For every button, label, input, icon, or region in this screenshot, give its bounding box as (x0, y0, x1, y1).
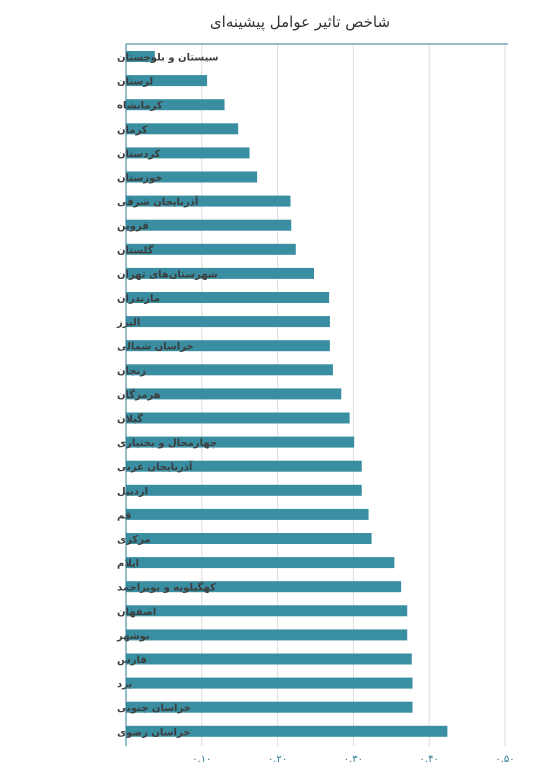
category-label: کردستان (117, 149, 161, 160)
category-label: سیستان و بلوچستان (117, 53, 219, 64)
category-label: کهگیلویه و بویراحمد (117, 581, 216, 594)
bar (126, 171, 258, 183)
category-label: البرز (116, 318, 140, 329)
bar (126, 412, 350, 424)
bar (126, 581, 402, 593)
bar (126, 316, 330, 328)
bar (126, 195, 291, 207)
bar (126, 701, 413, 713)
bar (126, 340, 330, 352)
bar (126, 388, 342, 400)
bar (126, 653, 412, 665)
category-label: مرکزی (117, 535, 151, 546)
tick-label: ۰.۵۰ (495, 754, 514, 765)
category-label: خراسان جنوبی (117, 703, 191, 714)
tick-label: ۰.۳۰ (344, 754, 363, 765)
bar (126, 557, 395, 569)
bar (126, 533, 372, 544)
bar (126, 123, 239, 135)
bar (126, 508, 369, 520)
bars (126, 51, 448, 737)
bar (126, 219, 292, 231)
category-label: بوشهر (116, 631, 150, 642)
category-label: آذربایجان غربی (117, 460, 193, 473)
category-label: اردبیل (117, 486, 148, 497)
bar (126, 677, 413, 689)
category-label: آذربایجان شرقی (117, 195, 199, 208)
bar (126, 436, 355, 448)
bar (126, 99, 225, 111)
category-label: فارس (117, 655, 147, 666)
bar (126, 147, 250, 159)
tick-labels: ۰.۱۰ ۰.۲۰ ۰.۳۰ ۰.۴۰ ۰.۵۰ (192, 754, 514, 765)
category-label: لرستان (117, 77, 153, 88)
bar (126, 51, 155, 62)
bar (126, 725, 448, 737)
chart-title: شاخص تاثیر عوامل پیشینه‌ای (210, 13, 390, 32)
tick-label: ۰.۴۰ (420, 754, 439, 765)
category-label: قم (117, 510, 131, 521)
category-label: خوزستان (117, 173, 162, 184)
tick-label: ۰.۲۰ (268, 754, 287, 765)
category-label: مازندران (117, 294, 160, 305)
gridlines (201, 44, 506, 746)
category-labels: سیستان و بلوچستان لرستان کرمانشاه کرمان کردس… (116, 53, 219, 739)
bar (126, 75, 208, 87)
category-label: خراسان شمالی (117, 342, 194, 353)
category-label: قزوین (117, 221, 149, 232)
category-label: یزد (117, 679, 132, 690)
bar (126, 629, 408, 641)
tick-label: ۰.۱۰ (192, 754, 211, 765)
category-label: چهارمحال و بختیاری (117, 438, 217, 449)
category-label: گیلان (117, 412, 143, 425)
category-label: کرمان (117, 125, 148, 136)
category-label: شهرستان‌های تهران (117, 269, 218, 280)
category-label: خراسان رضوی (117, 727, 190, 738)
bar (126, 364, 333, 376)
category-label: اصفهان (117, 607, 156, 618)
bar (126, 243, 296, 255)
category-label: کرمانشاه (117, 101, 163, 112)
category-label: گلستان (117, 243, 154, 256)
category-label: ایلام (117, 559, 139, 570)
bar (126, 605, 408, 617)
bar (126, 460, 362, 472)
bar (126, 267, 314, 279)
category-label: هرمزگان (117, 388, 161, 401)
bar (126, 292, 330, 303)
bar (126, 484, 362, 496)
category-label: زنجان (117, 366, 146, 377)
